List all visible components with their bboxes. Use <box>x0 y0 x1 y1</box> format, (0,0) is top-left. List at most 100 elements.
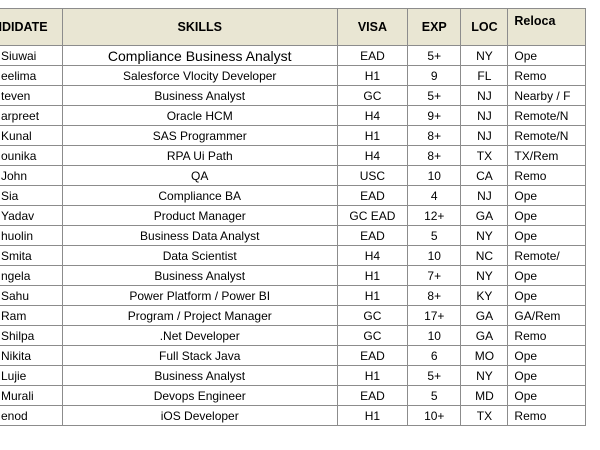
cell-loc: NJ <box>460 125 509 146</box>
cell-exp: 8+ <box>407 145 462 166</box>
cell-relocation: Ope <box>507 185 586 206</box>
cell-exp: 8+ <box>407 285 462 306</box>
cell-candidate: teven <box>0 85 63 106</box>
cell-visa: USC <box>336 165 409 186</box>
cell-loc: NC <box>460 245 509 266</box>
table-row: Smita Data Scientist H4 10 NC Remote/ <box>0 245 586 266</box>
cell-skills: Program / Project Manager <box>61 305 338 326</box>
cell-visa: EAD <box>336 385 409 406</box>
table-row: Kunal SAS Programmer H1 8+ NJ Remote/N <box>0 125 586 146</box>
cell-relocation: Remote/ <box>507 245 586 266</box>
cell-candidate: Sahu <box>0 285 63 306</box>
cell-relocation: Ope <box>507 45 586 66</box>
cell-exp: 9+ <box>407 105 462 126</box>
cell-relocation: TX/Rem <box>507 145 586 166</box>
cell-visa: H1 <box>336 125 409 146</box>
cell-exp: 8+ <box>407 125 462 146</box>
cell-exp: 10 <box>407 325 462 346</box>
cell-candidate: Sia <box>0 185 63 206</box>
cell-relocation: Ope <box>507 365 586 386</box>
cell-loc: GA <box>460 205 509 226</box>
cell-candidate: Yadav <box>0 205 63 226</box>
cell-relocation: Remo <box>507 65 586 86</box>
cell-skills: Compliance Business Analyst <box>61 45 338 66</box>
cell-relocation: Ope <box>507 385 586 406</box>
cell-visa: H4 <box>336 245 409 266</box>
cell-exp: 6 <box>407 345 462 366</box>
table-body: Siuwai Compliance Business Analyst EAD 5+ NY… <box>0 45 586 426</box>
cell-skills: iOS Developer <box>61 405 338 426</box>
cell-candidate: arpreet <box>0 105 63 126</box>
table-row: Siuwai Compliance Business Analyst EAD 5+ NY… <box>0 45 586 66</box>
cell-loc: KY <box>460 285 509 306</box>
cell-candidate: Smita <box>0 245 63 266</box>
cell-relocation: Remote/N <box>507 125 586 146</box>
cell-exp: 7+ <box>407 265 462 286</box>
cell-skills: Business Data Analyst <box>61 225 338 246</box>
cell-skills: RPA Ui Path <box>61 145 338 166</box>
cell-visa: EAD <box>336 185 409 206</box>
cell-loc: MD <box>460 385 509 406</box>
table-row: ngela Business Analyst H1 7+ NY Ope <box>0 265 586 286</box>
cell-skills: Oracle HCM <box>61 105 338 126</box>
cell-loc: NJ <box>460 105 509 126</box>
table-row: Murali Devops Engineer EAD 5 MD Ope <box>0 385 586 406</box>
cell-relocation: Remo <box>507 405 586 426</box>
cell-skills: Full Stack Java <box>61 345 338 366</box>
cell-visa: GC <box>336 305 409 326</box>
cell-exp: 4 <box>407 185 462 206</box>
table-row: ounika RPA Ui Path H4 8+ TX TX/Rem <box>0 145 586 166</box>
table-row: huolin Business Data Analyst EAD 5 NY Ope <box>0 225 586 246</box>
cell-loc: NY <box>460 225 509 246</box>
cell-relocation: Ope <box>507 285 586 306</box>
cell-candidate: enod <box>0 405 63 426</box>
cell-exp: 5 <box>407 225 462 246</box>
cell-skills: .Net Developer <box>61 325 338 346</box>
cell-relocation: Ope <box>507 205 586 226</box>
table-row: Nikita Full Stack Java EAD 6 MO Ope <box>0 345 586 366</box>
cell-candidate: Kunal <box>0 125 63 146</box>
cell-candidate: huolin <box>0 225 63 246</box>
cell-visa: H1 <box>336 65 409 86</box>
cell-candidate: Nikita <box>0 345 63 366</box>
cell-skills: Product Manager <box>61 205 338 226</box>
cell-relocation: Nearby / F <box>507 85 586 106</box>
cell-relocation: Remote/N <box>507 105 586 126</box>
table-row: teven Business Analyst GC 5+ NJ Nearby / F <box>0 85 586 106</box>
cell-loc: FL <box>460 65 509 86</box>
table-row: Shilpa .Net Developer GC 10 GA Remo <box>0 325 586 346</box>
cell-relocation: Ope <box>507 265 586 286</box>
cell-exp: 5+ <box>407 45 462 66</box>
cell-visa: EAD <box>336 345 409 366</box>
cell-exp: 9 <box>407 65 462 86</box>
header-row: NDIDATE SKILLS VISA EXP LOC Reloca <box>0 8 586 46</box>
header-skills: SKILLS <box>61 8 338 46</box>
cell-skills: Business Analyst <box>61 85 338 106</box>
cell-skills: SAS Programmer <box>61 125 338 146</box>
cell-exp: 17+ <box>407 305 462 326</box>
cell-skills: QA <box>61 165 338 186</box>
cell-candidate: Lujie <box>0 365 63 386</box>
table-row: Lujie Business Analyst H1 5+ NY Ope <box>0 365 586 386</box>
cell-loc: NJ <box>460 185 509 206</box>
cell-visa: H4 <box>336 105 409 126</box>
table-row: eelima Salesforce Vlocity Developer H1 9 FL R… <box>0 65 586 86</box>
cell-visa: EAD <box>336 45 409 66</box>
cell-skills: Data Scientist <box>61 245 338 266</box>
header-visa: VISA <box>336 8 409 46</box>
table-row: Sahu Power Platform / Power BI H1 8+ KY Ope <box>0 285 586 306</box>
table-row: arpreet Oracle HCM H4 9+ NJ Remote/N <box>0 105 586 126</box>
cell-loc: NY <box>460 265 509 286</box>
cell-exp: 5 <box>407 385 462 406</box>
cell-visa: H1 <box>336 265 409 286</box>
cell-exp: 5+ <box>407 365 462 386</box>
cell-visa: H4 <box>336 145 409 166</box>
table-row: John QA USC 10 CA Remo <box>0 165 586 186</box>
cell-candidate: Shilpa <box>0 325 63 346</box>
table-row: Yadav Product Manager GC EAD 12+ GA Ope <box>0 205 586 226</box>
cell-loc: NY <box>460 45 509 66</box>
table-row: Ram Program / Project Manager GC 17+ GA GA/Re… <box>0 305 586 326</box>
header-exp: EXP <box>407 8 462 46</box>
cell-exp: 12+ <box>407 205 462 226</box>
